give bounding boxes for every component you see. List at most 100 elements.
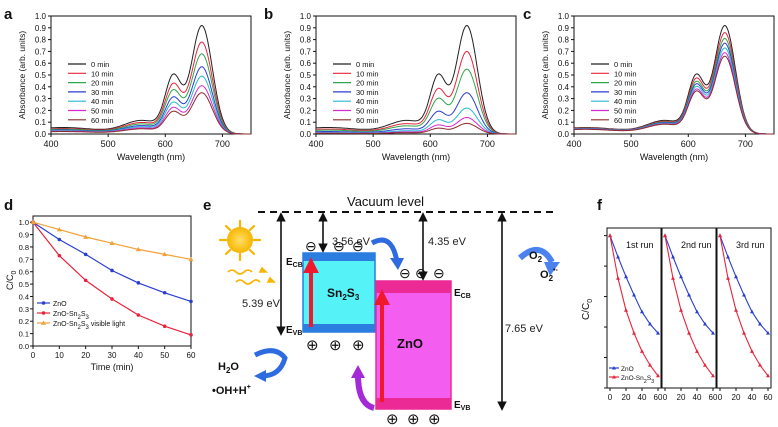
- data-point: [136, 313, 141, 317]
- x-tick-label: 40: [748, 393, 757, 402]
- y-tick-label: 0.4: [19, 292, 29, 301]
- data-point: [758, 362, 762, 367]
- x-axis-label: Wavelength (nm): [640, 152, 708, 162]
- x-tick-label: 0: [663, 393, 668, 402]
- o2-radical-label: O2•-: [540, 267, 558, 283]
- x-tick-label: 10: [55, 351, 64, 360]
- legend-marker: [41, 301, 46, 305]
- series-line: [316, 24, 516, 135]
- legend-marker: [612, 375, 616, 379]
- data-point: [718, 233, 722, 238]
- gap-sn2s3-label: 3.56 eV: [332, 236, 371, 248]
- electron-transfer-arrowhead: [390, 258, 404, 270]
- legend-label: 60 min: [91, 116, 114, 125]
- data-point: [648, 362, 652, 367]
- panel-letter-f: f: [597, 197, 603, 214]
- series-line: [609, 235, 659, 334]
- y-tick-label: 1.0: [19, 218, 29, 227]
- y-tick-label: 0.1: [19, 330, 29, 339]
- legend-marker: [41, 311, 46, 315]
- data-point: [632, 292, 636, 297]
- x-tick-label: 40: [134, 351, 143, 360]
- legend-label: 0 min: [356, 60, 374, 69]
- x-tick-label: 400: [566, 139, 581, 149]
- x-tick-label: 40: [693, 393, 702, 402]
- panel-b-spectra: 0.0 0.1 0.2 0.3 0.4 0.5 0.6 0.7 0.8 0.9 1.0 400 500 6…: [282, 12, 517, 162]
- data-point: [624, 308, 628, 312]
- x-tick-label: 20: [732, 393, 741, 402]
- x-tick-label: 500: [624, 139, 639, 149]
- data-point: [110, 268, 114, 273]
- y-tick-label: 0.5: [35, 71, 47, 80]
- data-point: [734, 274, 738, 279]
- zno-depth-label: 7.65 eV: [505, 323, 544, 335]
- data-point: [608, 233, 612, 238]
- run-label: 3rd run: [736, 240, 765, 250]
- h2o-label: H2O: [218, 361, 239, 375]
- x-axis-label: Wavelength (nm): [117, 152, 185, 162]
- legend-label: 30 min: [91, 88, 114, 97]
- y-tick-label: 0.7: [558, 47, 570, 56]
- y-tick-label: 0.5: [19, 280, 29, 289]
- y-tick-label: 0.8: [558, 36, 570, 45]
- data-point: [656, 373, 660, 378]
- data-point: [750, 309, 754, 314]
- y-tick-label: 0.3: [35, 95, 47, 104]
- x-tick-label: 500: [366, 139, 381, 149]
- series-line: [51, 24, 251, 135]
- data-point: [648, 321, 652, 326]
- x-tick-label: 0: [718, 393, 723, 402]
- legend-label: ZnO: [621, 366, 634, 373]
- run-frame: [661, 227, 717, 389]
- data-point: [742, 292, 746, 297]
- legend-label: 50 min: [356, 107, 379, 116]
- holes: ⊕ ⊕ ⊕ ⊕ ⊕ ⊕: [306, 337, 441, 427]
- data-point: [695, 349, 699, 353]
- x-tick-label: 40: [638, 393, 647, 402]
- legend-label: ZnO-Sn2S3 visible light: [53, 321, 125, 331]
- y-tick-label: 0.5: [300, 71, 312, 80]
- legend-label: 60 min: [614, 116, 637, 125]
- panel-letter-e: e: [203, 197, 211, 214]
- electron-icon: ⊖: [352, 238, 364, 254]
- panel-letter-c: c: [523, 6, 531, 23]
- hole-transfer-arrow: [355, 374, 376, 411]
- x-tick-label: 400: [308, 139, 323, 149]
- sn2s3-label: Sn2S3: [327, 286, 360, 302]
- y-axis-label: Absorbance (arb. units): [17, 31, 27, 120]
- data-point: [162, 290, 167, 295]
- data-point: [162, 324, 167, 328]
- electron-icon: ⊖: [399, 265, 411, 281]
- series-line: [315, 50, 516, 135]
- data-point: [663, 233, 667, 238]
- gap-zno-label: 4.35 eV: [428, 236, 467, 248]
- y-tick-label: 0.8: [19, 243, 29, 252]
- y-tick-label: 0.8: [35, 36, 47, 45]
- legend-label: ZnO-Sn2S3: [53, 311, 90, 321]
- data-point: [616, 276, 620, 280]
- data-point: [671, 254, 675, 259]
- legend-label: 20 min: [356, 79, 379, 88]
- sun-icon: [218, 219, 262, 262]
- x-axis-label: Wavelength (nm): [382, 152, 450, 162]
- hole-icon: ⊕: [329, 337, 342, 354]
- panel-letter-b: b: [264, 6, 273, 23]
- hole-icon: ⊕: [352, 337, 365, 354]
- electrons: ⊖ ⊖ ⊖ ⊖ ⊖ ⊖: [305, 238, 445, 281]
- data-point: [188, 256, 194, 262]
- o2-reduction-arrow: [517, 247, 555, 264]
- legend-label: 50 min: [91, 107, 114, 116]
- series-line: [32, 221, 192, 302]
- legend-label: 60 min: [356, 116, 379, 125]
- data-point: [695, 309, 699, 314]
- data-point: [83, 278, 88, 283]
- data-point: [734, 308, 738, 312]
- series-line: [316, 92, 516, 135]
- y-tick-label: 0.4: [300, 83, 312, 92]
- electron-icon: ⊖: [305, 238, 317, 254]
- plot-frame: [315, 15, 517, 135]
- series-line: [50, 41, 251, 135]
- x-tick-label: 700: [215, 139, 230, 149]
- zno-ecb-label: ECB: [454, 288, 471, 300]
- sn2s3-valence-band: [303, 324, 375, 332]
